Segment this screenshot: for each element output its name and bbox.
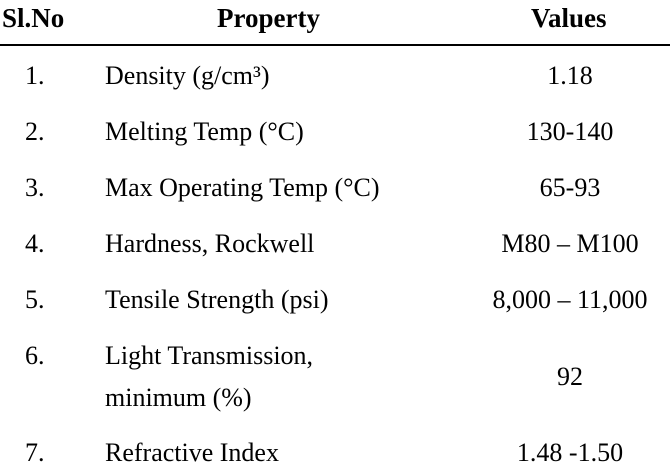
header-slno: Sl.No — [2, 3, 65, 33]
header-property: Property — [217, 3, 320, 33]
header-values: Values — [531, 3, 607, 33]
row-value: 1.18 — [547, 61, 593, 90]
row-number: 1. — [25, 61, 45, 90]
table-header: Sl.No Property Values — [0, 0, 670, 44]
row-property: Hardness, Rockwell — [105, 229, 315, 258]
row-value: 130-140 — [526, 117, 614, 146]
row-value: M80 – M100 — [501, 229, 639, 258]
row-property-line-1: Light Transmission, — [105, 341, 314, 370]
row-number: 7. — [25, 438, 45, 467]
row-property: Tensile Strength (psi) — [105, 285, 329, 314]
row-value: 1.48 -1.50 — [516, 438, 624, 467]
row-number: 3. — [25, 173, 45, 202]
row-value: 8,000 – 11,000 — [492, 285, 648, 314]
row-number: 4. — [25, 229, 45, 258]
row-value: 92 — [557, 362, 583, 391]
row-number: 2. — [25, 117, 45, 146]
row-property-line-2: minimum (%) — [105, 383, 252, 412]
row-property: Max Operating Temp (°C) — [105, 173, 380, 202]
row-property: Refractive Index — [105, 438, 279, 467]
header-divider — [0, 44, 670, 46]
row-property: Density (g/cm³) — [105, 61, 270, 90]
row-number: 5. — [25, 285, 45, 314]
row-property: Melting Temp (°C) — [105, 117, 304, 146]
row-value: 65-93 — [539, 173, 601, 202]
row-number: 6. — [25, 341, 45, 370]
